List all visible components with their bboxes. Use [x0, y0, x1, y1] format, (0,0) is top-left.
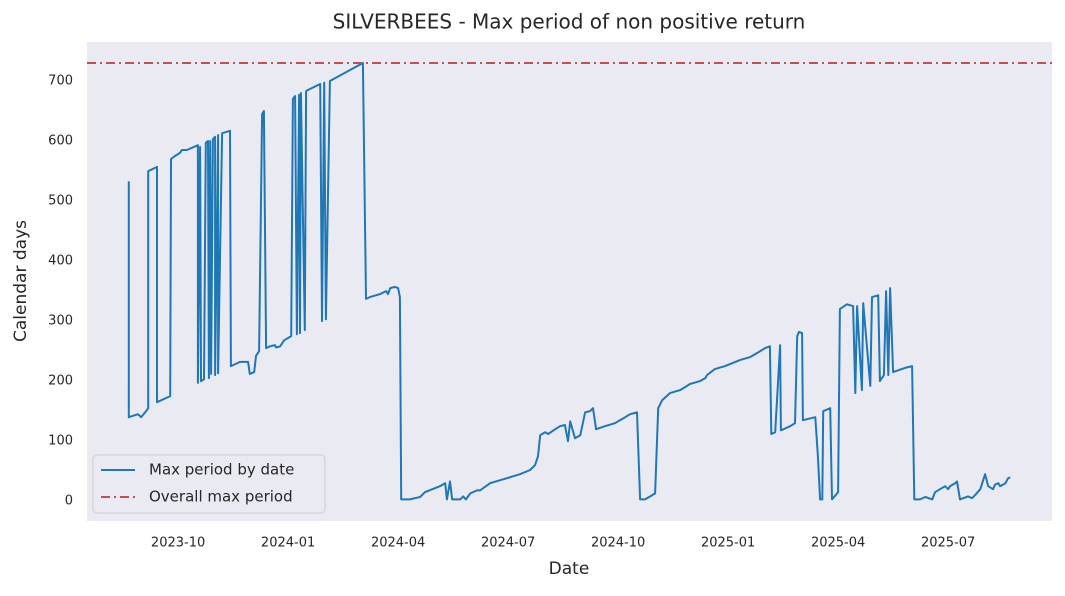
- legend-label: Max period by date: [149, 461, 294, 479]
- y-tick-label: 600: [48, 134, 73, 149]
- chart-title: SILVERBEES - Max period of non positive …: [333, 10, 806, 34]
- legend-label: Overall max period: [149, 488, 293, 506]
- y-tick-label: 700: [48, 74, 73, 89]
- x-tick-label: 2025-01: [701, 536, 755, 551]
- x-axis-label: Date: [549, 559, 590, 579]
- plot-area: [87, 42, 1052, 521]
- y-tick-label: 100: [48, 434, 73, 449]
- data-line: [127, 62, 1011, 501]
- legend-box: [92, 454, 326, 514]
- x-tick-label: 2025-07: [921, 536, 975, 551]
- y-tick-label: 0: [65, 494, 73, 509]
- x-tick-label: 2024-04: [371, 536, 425, 551]
- y-tick-label: 300: [48, 314, 73, 329]
- y-tick-label: 500: [48, 194, 73, 209]
- x-tick-label: 2023-10: [151, 536, 205, 551]
- x-tick-label: 2024-07: [481, 536, 535, 551]
- x-tick-label: 2025-04: [811, 536, 865, 551]
- y-tick-label: 400: [48, 254, 73, 269]
- y-axis-label: Calendar days: [11, 220, 31, 342]
- x-tick-label: 2024-01: [261, 536, 315, 551]
- x-tick-label: 2024-10: [591, 536, 645, 551]
- y-tick-label: 200: [48, 374, 73, 389]
